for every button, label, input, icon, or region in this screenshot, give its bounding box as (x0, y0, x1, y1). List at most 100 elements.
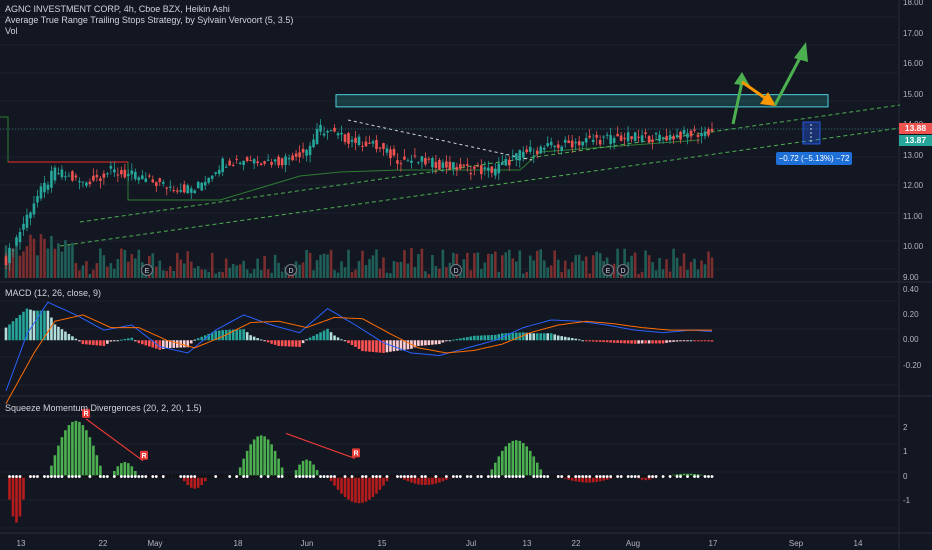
candle-body (113, 169, 116, 173)
squeeze-bar (588, 476, 591, 483)
macd-histogram-bar (64, 331, 67, 341)
candle-body (570, 140, 574, 148)
x-tick-label: 17 (708, 539, 718, 548)
candle-body (710, 128, 714, 132)
x-tick-label: Jul (465, 539, 477, 548)
candle-body (291, 155, 294, 161)
candle-body (238, 162, 242, 164)
squeeze-dot (291, 475, 294, 478)
macd-histogram-bar (99, 340, 102, 346)
squeeze-bar (581, 476, 584, 483)
volume-bar (120, 248, 123, 278)
macd-histogram-bar (462, 337, 466, 341)
squeeze-dot (312, 475, 315, 478)
volume-bar (210, 252, 214, 278)
volume-bar (420, 248, 424, 278)
squeeze-dot (556, 475, 560, 478)
volume-bar (389, 273, 392, 278)
candle-body (410, 160, 413, 163)
squeeze-dot (179, 475, 183, 478)
squeeze-dot (266, 475, 270, 478)
squeeze-legend[interactable]: Squeeze Momentum Divergences (20, 2, 20,… (5, 403, 202, 413)
volume-bar (60, 251, 64, 278)
candle-body (654, 133, 658, 135)
squeeze-dot (249, 475, 253, 478)
volume-bar (154, 266, 158, 278)
macd-histogram-bar (291, 340, 294, 347)
strategy-legend[interactable]: Average True Range Trailing Stops Strate… (5, 15, 294, 25)
volume-bar (326, 254, 329, 278)
macd-histogram-bar (511, 332, 515, 341)
volume-bar (553, 250, 557, 278)
volume-bar (109, 263, 113, 278)
squeeze-bar (570, 476, 574, 481)
squeeze-dot (693, 475, 696, 478)
squeeze-dot (500, 475, 504, 478)
symbol-legend[interactable]: AGNC INVESTMENT CORP, 4h, Cboe BZX, Heik… (5, 4, 230, 14)
volume-bar (270, 272, 273, 278)
squeeze-dot (210, 475, 214, 478)
volume-legend[interactable]: Vol (5, 26, 18, 36)
squeeze-bar (441, 476, 445, 482)
squeeze-dot (74, 475, 78, 478)
macd-histogram-bar (147, 340, 151, 347)
squeeze-dot (270, 475, 274, 478)
macd-histogram-bar (672, 340, 675, 342)
volume-bar (242, 260, 245, 278)
volume-bar (427, 273, 431, 278)
squeeze-bar (518, 440, 522, 477)
macd-histogram-bar (581, 340, 584, 342)
divergence-marker (140, 450, 148, 460)
squeeze-bar (92, 445, 95, 477)
squeeze-dot (8, 475, 11, 478)
macd-histogram-bar (626, 340, 630, 344)
squeeze-bar (305, 459, 308, 477)
volume-bar (497, 271, 501, 278)
candle-body (186, 185, 190, 194)
macd-histogram-bar (242, 329, 245, 341)
squeeze-dot (221, 475, 225, 478)
macd-histogram-bar (287, 340, 291, 347)
forecast-arrow-head (760, 92, 776, 106)
candle-body (127, 174, 130, 177)
candle-body (644, 132, 647, 134)
macd-histogram-bar (661, 340, 665, 344)
macd-histogram-bar (574, 338, 577, 341)
volume-bar (535, 250, 539, 278)
candle-body (389, 149, 392, 159)
event-marker (450, 264, 462, 276)
squeeze-bar (574, 476, 577, 482)
candle-body (668, 135, 672, 141)
squeeze-dot (25, 475, 29, 478)
squeeze-bar (427, 476, 431, 485)
macd-histogram-bar (459, 338, 462, 341)
macd-histogram-bar (567, 337, 571, 341)
candle-body (616, 133, 619, 137)
macd-histogram-bar (385, 340, 389, 353)
macd-histogram-bar (483, 335, 487, 341)
macd-histogram-bar (364, 340, 368, 352)
volume-bar (207, 271, 211, 278)
squeeze-bar (182, 476, 186, 482)
volume-bar (340, 261, 343, 278)
volume-bar (679, 266, 682, 278)
macd-histogram-bar (249, 335, 252, 341)
x-tick-label: 15 (377, 539, 387, 548)
squeeze-bar (270, 444, 273, 477)
squeeze-dot (679, 475, 682, 478)
volume-bar (637, 273, 640, 278)
macd-histogram-bar (294, 340, 298, 347)
squeeze-dot (518, 475, 522, 478)
candle-body (322, 133, 326, 136)
volume-bar (88, 273, 92, 278)
squeeze-dot (371, 475, 375, 478)
squeeze-dot (591, 475, 595, 478)
macd-legend[interactable]: MACD (12, 26, close, 9) (5, 288, 102, 298)
divergence-marker-label: R (83, 411, 88, 418)
candle-body (494, 168, 497, 176)
squeeze-dot (588, 475, 592, 478)
squeeze-dot (112, 475, 116, 478)
volume-bar (259, 269, 263, 278)
volume-bar (382, 257, 385, 278)
